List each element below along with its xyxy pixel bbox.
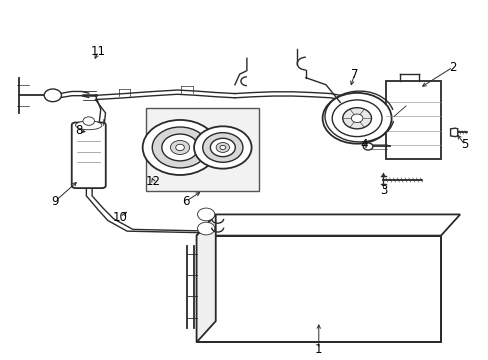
Circle shape (194, 126, 251, 168)
Circle shape (322, 93, 391, 144)
Circle shape (363, 143, 372, 150)
Polygon shape (449, 128, 457, 136)
Text: 1: 1 (314, 343, 322, 356)
Polygon shape (196, 215, 459, 235)
Circle shape (152, 127, 207, 168)
Circle shape (197, 222, 214, 235)
Circle shape (175, 144, 184, 150)
Circle shape (351, 114, 362, 122)
Text: 9: 9 (51, 195, 59, 208)
Text: 4: 4 (360, 138, 367, 151)
Text: 11: 11 (91, 45, 105, 58)
Circle shape (170, 140, 189, 154)
Circle shape (142, 120, 217, 175)
Text: 10: 10 (112, 211, 127, 224)
Polygon shape (196, 235, 440, 342)
Text: 6: 6 (182, 195, 189, 208)
Circle shape (216, 143, 229, 152)
Text: 7: 7 (350, 68, 358, 81)
Circle shape (331, 100, 381, 136)
Circle shape (220, 145, 225, 150)
Circle shape (83, 117, 94, 125)
Text: 8: 8 (75, 124, 82, 137)
Text: 3: 3 (379, 184, 386, 197)
Polygon shape (196, 235, 440, 342)
Polygon shape (196, 215, 215, 342)
Circle shape (210, 138, 235, 157)
Text: 12: 12 (145, 175, 161, 188)
Circle shape (197, 208, 214, 221)
Ellipse shape (76, 121, 102, 130)
FancyBboxPatch shape (72, 122, 105, 188)
Bar (146, 108, 258, 190)
Circle shape (342, 108, 371, 129)
Circle shape (162, 134, 198, 161)
Circle shape (44, 89, 61, 102)
Text: 5: 5 (460, 138, 468, 151)
Circle shape (203, 132, 243, 162)
Bar (385, 81, 440, 159)
Text: 2: 2 (448, 60, 456, 73)
